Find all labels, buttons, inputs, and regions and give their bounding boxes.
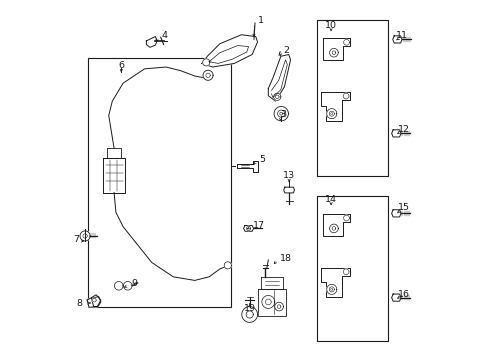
Text: 12: 12: [397, 125, 410, 134]
Polygon shape: [80, 231, 90, 241]
Polygon shape: [277, 305, 281, 309]
Text: 19: 19: [244, 304, 256, 313]
Polygon shape: [83, 234, 87, 238]
Polygon shape: [206, 73, 210, 77]
Polygon shape: [321, 268, 350, 297]
Bar: [317, 196, 389, 341]
Polygon shape: [280, 112, 283, 115]
Polygon shape: [262, 296, 275, 309]
Text: 10: 10: [325, 21, 337, 30]
Polygon shape: [275, 95, 279, 99]
Polygon shape: [343, 215, 349, 221]
Polygon shape: [323, 214, 350, 235]
Polygon shape: [224, 262, 231, 269]
Polygon shape: [203, 59, 210, 66]
Polygon shape: [332, 227, 336, 230]
Polygon shape: [343, 40, 349, 45]
Polygon shape: [331, 113, 333, 115]
Polygon shape: [274, 93, 281, 100]
Text: 13: 13: [283, 171, 295, 180]
Polygon shape: [115, 282, 123, 290]
Polygon shape: [327, 284, 337, 294]
Text: 6: 6: [118, 62, 124, 71]
Polygon shape: [92, 297, 101, 307]
Polygon shape: [392, 210, 401, 217]
Polygon shape: [332, 51, 336, 54]
Polygon shape: [237, 161, 258, 172]
Text: 11: 11: [396, 31, 408, 40]
Polygon shape: [261, 277, 283, 289]
Text: 15: 15: [397, 203, 410, 212]
Text: 16: 16: [397, 289, 410, 298]
Polygon shape: [329, 287, 334, 292]
Polygon shape: [266, 299, 271, 305]
Text: 1: 1: [258, 16, 264, 25]
Polygon shape: [284, 187, 294, 193]
Polygon shape: [258, 289, 286, 316]
Text: 5: 5: [259, 155, 266, 164]
Polygon shape: [330, 224, 338, 233]
Polygon shape: [203, 70, 213, 80]
Polygon shape: [269, 54, 291, 101]
Polygon shape: [278, 110, 285, 117]
Polygon shape: [343, 93, 349, 99]
Text: 9: 9: [131, 279, 137, 288]
Polygon shape: [123, 282, 132, 290]
Text: 7: 7: [74, 235, 79, 244]
Polygon shape: [392, 294, 401, 301]
Polygon shape: [202, 35, 258, 67]
Polygon shape: [392, 130, 401, 137]
Polygon shape: [321, 92, 350, 121]
Polygon shape: [242, 307, 258, 322]
Polygon shape: [274, 107, 289, 121]
Text: 14: 14: [325, 194, 337, 203]
Polygon shape: [246, 311, 253, 318]
Polygon shape: [244, 226, 254, 231]
Polygon shape: [329, 111, 334, 116]
Polygon shape: [147, 37, 157, 47]
Polygon shape: [246, 226, 251, 230]
Polygon shape: [93, 298, 96, 302]
Polygon shape: [323, 39, 350, 60]
Polygon shape: [87, 295, 101, 307]
Polygon shape: [331, 288, 333, 291]
Text: 4: 4: [161, 31, 167, 40]
Polygon shape: [103, 158, 125, 193]
Bar: [317, 21, 389, 176]
Polygon shape: [107, 148, 122, 158]
Polygon shape: [275, 302, 283, 311]
Text: 18: 18: [280, 254, 292, 263]
Polygon shape: [343, 269, 349, 275]
Text: 2: 2: [283, 46, 290, 55]
Text: 8: 8: [76, 298, 82, 307]
Text: 17: 17: [253, 221, 265, 230]
Polygon shape: [330, 48, 338, 57]
Polygon shape: [327, 109, 337, 119]
Text: 3: 3: [280, 110, 286, 119]
Polygon shape: [393, 36, 402, 43]
Bar: [88, 58, 231, 307]
